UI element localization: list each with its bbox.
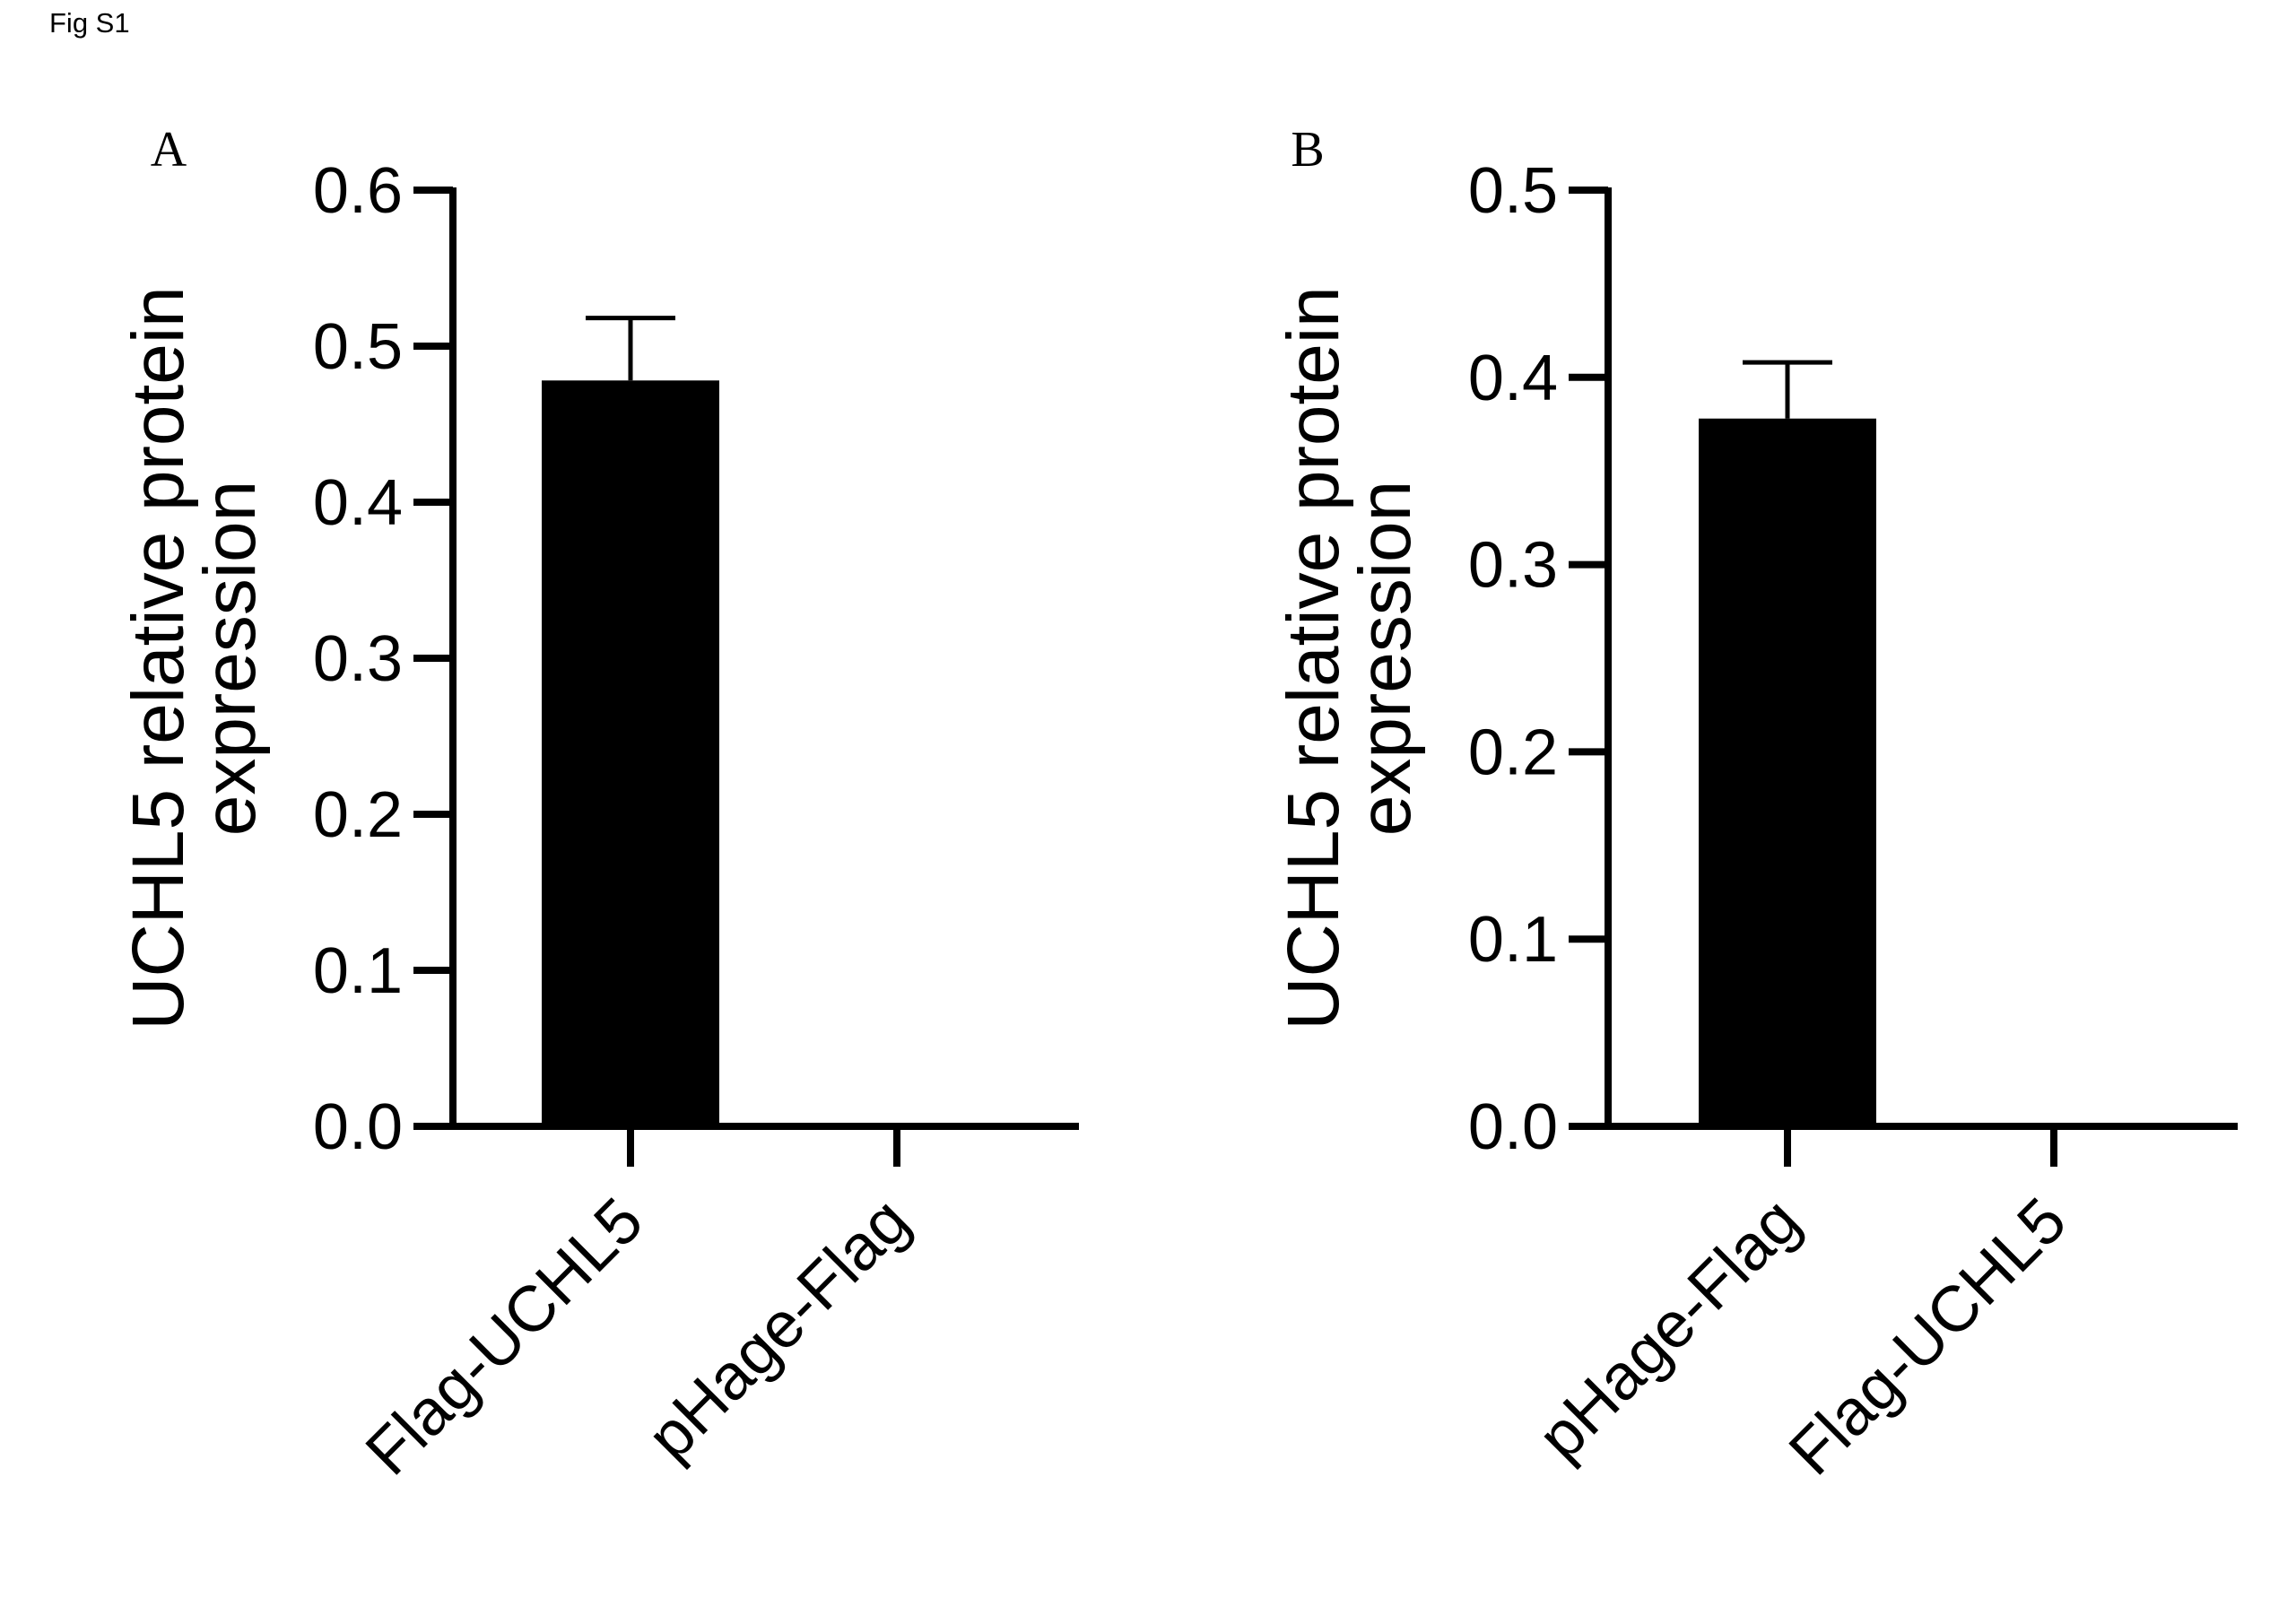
bar (1699, 418, 1876, 1127)
y-axis-label: expression (189, 481, 271, 837)
y-axis-label: UCHL5 relative protein (117, 286, 199, 1030)
x-tick-label: Flag-UCHL5 (1776, 1185, 2080, 1489)
y-tick-label: 0.3 (1468, 530, 1558, 602)
y-axis-label: UCHL5 relative protein (1273, 286, 1354, 1030)
y-tick-label: 0.4 (1468, 343, 1558, 414)
y-tick-label: 0.0 (1468, 1091, 1558, 1163)
x-tick-label: pHage-Flag (634, 1185, 924, 1474)
y-axis-label: expression (1344, 481, 1426, 837)
x-tick-label: Flag-UCHL5 (352, 1185, 657, 1489)
y-tick-label: 0.5 (1468, 155, 1558, 227)
y-tick-label: 0.1 (1468, 904, 1558, 976)
panel-letter: A (151, 122, 187, 178)
bar (542, 380, 719, 1126)
y-tick-label: 0.2 (313, 779, 403, 851)
y-tick-label: 0.6 (313, 155, 403, 227)
y-tick-label: 0.1 (313, 935, 403, 1007)
figure-label: Fig S1 (49, 7, 130, 39)
y-tick-label: 0.0 (313, 1091, 403, 1163)
x-tick-label: pHage-Flag (1525, 1185, 1814, 1474)
y-tick-label: 0.4 (313, 467, 403, 539)
y-tick-label: 0.3 (313, 623, 403, 695)
panel-letter: B (1291, 122, 1324, 178)
y-tick-label: 0.2 (1468, 717, 1558, 788)
y-tick-label: 0.5 (313, 311, 403, 383)
